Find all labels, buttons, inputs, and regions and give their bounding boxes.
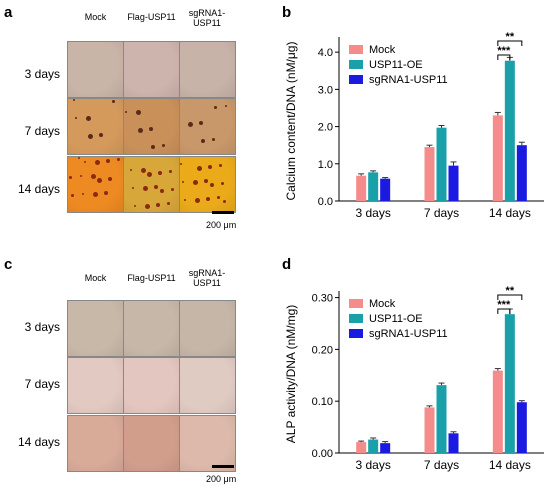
micrograph-3-days-2 [123,300,180,357]
bar-sgrna1-usp11-7-days [448,433,459,453]
bar-sgrna1-usp11-7-days [448,165,459,201]
legend-swatch [349,299,363,308]
micrograph-14-days-1 [67,156,124,213]
y-tick-label: 0.30 [312,293,333,305]
panel-letter-d: d [282,256,292,273]
bar-mock-7-days [424,407,435,453]
micrograph-3-days-1 [67,300,124,357]
y-axis-label: Calcium content/DNA (nM/μg) [284,42,298,201]
y-tick-label: 0.10 [312,396,333,408]
significance-label: ** [506,31,515,43]
x-tick-label: 3 days [355,206,390,220]
significance-bracket [497,308,511,314]
bar-mock-14-days [492,115,503,201]
row-label-3-days-c: 3 days [24,320,60,334]
significance-label: *** [497,299,511,311]
bar-usp11-oe-14-days [504,60,515,201]
column-header-sgrna1-usp11-c: sgRNA1- USP11 [188,268,226,288]
scale-bar-a [212,211,234,214]
x-tick-label: 7 days [424,206,459,220]
x-tick-label: 3 days [355,458,390,472]
legend-label: sgRNA1-USP11 [369,74,448,86]
row-label-7-days-c: 7 days [24,377,60,391]
row-label-7-days: 7 days [24,124,60,138]
micrograph-7-days-3 [179,98,236,155]
legend-label: Mock [369,298,396,310]
legend-swatch [349,75,363,84]
bar-mock-3-days [356,442,367,453]
row-label-14-days: 14 days [17,182,60,196]
scale-label-c: 200 μm [206,474,237,484]
micrograph-14-days-3 [179,156,236,213]
row-label-14-days-c: 14 days [17,435,60,449]
significance-bracket [497,54,511,60]
bar-mock-3-days [356,175,367,201]
significance-label: ** [506,285,515,297]
bar-usp11-oe-7-days [436,127,447,201]
scale-bar-c [212,465,234,468]
micrograph-3-days-3 [179,300,236,357]
legend-label: USP11-OE [369,313,423,325]
micrograph-3-days-1 [67,41,124,98]
y-tick-label: 0.20 [312,344,333,356]
bar-sgrna1-usp11-14-days [516,402,527,453]
micrograph-7-days-3 [179,357,236,414]
legend-swatch [349,60,363,69]
column-header-mock: Mock [84,12,107,22]
x-tick-label: 7 days [424,458,459,472]
micrograph-14-days-2 [123,156,180,213]
y-tick-label: 1.0 [318,159,333,171]
alp-bar-chart: 0.00 0.10 0.20 0.30 ALP activity/DNA (nM/mg)… [284,285,544,472]
bar-usp11-oe-7-days [436,385,447,453]
panel-letter-c: c [4,256,13,273]
legend-label: sgRNA1-USP11 [369,328,448,340]
column-header-flag-usp11-c: Flag-USP11 [127,273,176,283]
micrograph-14-days-2 [123,415,180,472]
panel-letter-a: a [4,4,13,21]
column-header-sgrna1-usp11: sgRNA1- USP11 [188,8,226,28]
bar-usp11-oe-14-days [504,314,515,453]
bar-sgrna1-usp11-3-days [380,178,391,201]
micrograph-7-days-1 [67,98,124,155]
legend-swatch [349,45,363,54]
legend-swatch [349,329,363,338]
column-header-flag-usp11: Flag-USP11 [127,12,176,22]
bar-mock-7-days [424,147,435,201]
row-label-3-days: 3 days [24,67,60,81]
bar-usp11-oe-3-days [368,439,379,453]
micrograph-3-days-2 [123,41,180,98]
micrograph-14-days-1 [67,415,124,472]
legend-swatch [349,314,363,323]
panel-letter-b: b [282,4,292,21]
y-tick-label: 0.0 [318,196,333,208]
significance-bracket [497,294,523,300]
micrograph-7-days-2 [123,357,180,414]
y-tick-label: 2.0 [318,122,333,134]
y-tick-label: 4.0 [318,47,333,59]
calcium-bar-chart: 0.0 1.0 2.0 3.0 4.0 Calcium content/DNA (nM/μ… [284,31,544,220]
y-tick-label: 3.0 [318,84,333,96]
significance-bracket [497,40,523,46]
legend-label: Mock [369,44,396,56]
bar-mock-14-days [492,370,503,453]
micrograph-7-days-1 [67,357,124,414]
x-tick-label: 14 days [489,458,531,472]
bar-usp11-oe-3-days [368,172,379,201]
x-tick-label: 14 days [489,206,531,220]
y-axis-label: ALP activity/DNA (nM/mg) [284,305,298,443]
micrograph-7-days-2 [123,98,180,155]
y-tick-label: 0.00 [312,448,333,460]
significance-label: *** [497,45,511,57]
legend-label: USP11-OE [369,59,423,71]
micrograph-3-days-3 [179,41,236,98]
scale-label-a: 200 μm [206,220,237,230]
bar-sgrna1-usp11-14-days [516,145,527,201]
micrograph-14-days-3 [179,415,236,472]
column-header-mock-c: Mock [84,273,107,283]
bar-sgrna1-usp11-3-days [380,443,391,453]
